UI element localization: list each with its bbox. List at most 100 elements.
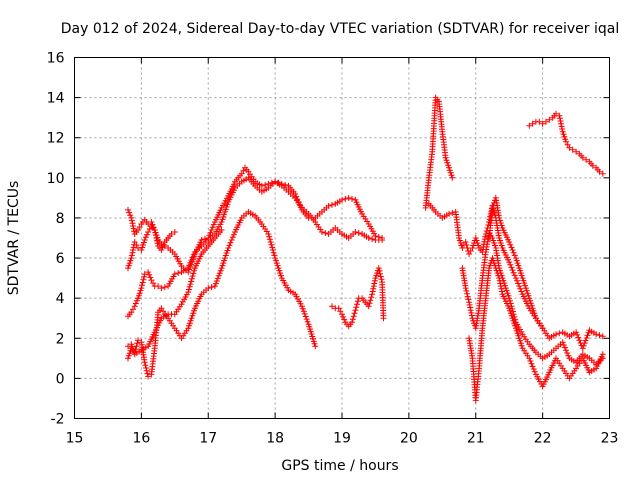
series-track-c: [125, 174, 386, 320]
data-point: [135, 337, 141, 344]
data-point: [188, 278, 195, 285]
data-point: [531, 368, 538, 375]
data-point: [298, 303, 305, 310]
data-point: [340, 313, 347, 320]
data-point: [143, 365, 150, 371]
data-point: [466, 301, 473, 308]
y-tick-label: 6: [56, 251, 65, 267]
data-point: [593, 331, 600, 338]
data-point: [185, 325, 192, 332]
data-point: [369, 291, 376, 298]
y-tick-label: 16: [47, 51, 65, 67]
data-point: [190, 251, 197, 258]
data-points-layer: [125, 94, 606, 404]
data-point: [352, 307, 359, 314]
data-point: [138, 285, 145, 292]
data-point: [266, 233, 273, 240]
series-track-d: [125, 208, 319, 380]
data-point: [354, 301, 360, 308]
data-point: [449, 174, 456, 181]
y-tick-label: 10: [47, 171, 65, 187]
data-point: [205, 285, 212, 292]
data-point: [312, 343, 319, 350]
data-point: [213, 278, 220, 284]
data-point: [503, 287, 510, 294]
data-point: [353, 304, 360, 311]
data-point: [218, 227, 225, 233]
data-point: [507, 261, 514, 268]
data-point: [514, 277, 520, 284]
data-point: [208, 284, 215, 291]
data-point: [573, 148, 580, 155]
data-point: [515, 280, 522, 287]
data-point: [186, 262, 193, 269]
data-point: [511, 252, 518, 259]
data-point: [134, 340, 141, 347]
data-point: [329, 201, 335, 208]
data-point: [341, 316, 348, 323]
series-track-e: [125, 227, 225, 358]
data-point: [365, 303, 372, 310]
data-point: [565, 352, 572, 359]
x-tick-label: 21: [467, 431, 485, 447]
x-tick-label: 18: [266, 431, 284, 447]
data-point: [377, 270, 384, 277]
data-point: [292, 190, 299, 197]
y-tick-label: 4: [56, 291, 65, 307]
data-point: [325, 202, 332, 209]
data-point: [496, 277, 503, 284]
data-point: [464, 290, 471, 297]
data-point: [158, 241, 165, 247]
data-point: [141, 359, 148, 366]
data-point: [449, 209, 456, 216]
data-point: [339, 311, 345, 318]
data-point: [371, 280, 378, 287]
y-tick-label: 2: [56, 331, 65, 347]
data-point: [206, 232, 213, 239]
data-point: [509, 267, 516, 274]
data-point: [158, 247, 165, 253]
data-point: [258, 182, 265, 189]
data-point: [269, 247, 276, 253]
y-tick-label: -2: [51, 412, 65, 428]
data-point: [506, 295, 513, 302]
data-point: [536, 118, 543, 125]
data-point: [583, 335, 590, 341]
chart-title: Day 012 of 2024, Sidereal Day-to-day VTE…: [61, 21, 619, 37]
data-point: [380, 315, 387, 322]
data-point: [212, 280, 219, 287]
data-point: [573, 329, 580, 336]
data-point: [574, 331, 581, 338]
data-point: [339, 196, 345, 203]
data-point: [596, 168, 603, 175]
data-point: [141, 237, 148, 243]
data-point: [147, 274, 154, 281]
data-point: [579, 154, 586, 161]
data-point: [222, 255, 228, 262]
data-point: [303, 316, 310, 323]
data-point: [322, 230, 329, 236]
data-point: [229, 234, 236, 241]
y-tick-label: 0: [56, 371, 65, 387]
data-point: [556, 112, 563, 119]
data-point: [217, 267, 224, 274]
data-point: [523, 287, 530, 294]
data-point: [171, 271, 178, 278]
data-point: [266, 236, 273, 243]
data-point: [272, 178, 279, 185]
data-point: [508, 264, 515, 271]
data-point: [225, 245, 232, 251]
data-point: [142, 362, 149, 369]
data-point: [543, 118, 549, 125]
data-point: [349, 319, 355, 326]
data-point: [467, 307, 474, 314]
data-point: [561, 344, 568, 351]
data-point: [378, 276, 385, 283]
data-point: [143, 367, 150, 374]
series-track-j: [466, 255, 606, 404]
data-point: [127, 212, 134, 219]
data-point: [564, 141, 571, 148]
data-point: [262, 181, 269, 188]
data-point: [375, 234, 382, 240]
